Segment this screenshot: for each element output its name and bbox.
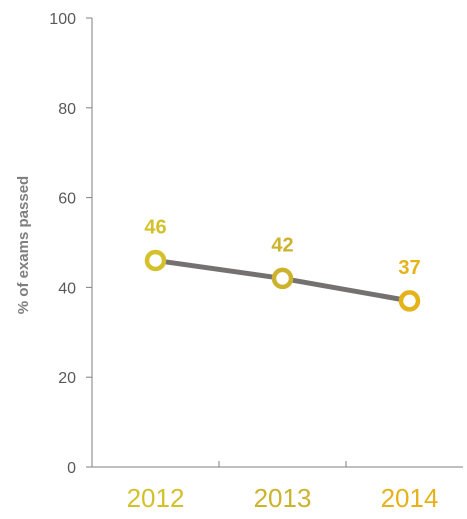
y-tick-label: 60 xyxy=(58,191,76,208)
y-axis-ticks: 0 20 40 60 80 100 xyxy=(49,11,92,477)
y-axis-title: % of exams passed xyxy=(15,176,32,314)
data-labels-group: 46 42 37 xyxy=(144,216,420,278)
y-tick-label: 0 xyxy=(67,460,76,477)
data-point xyxy=(398,290,421,312)
data-point xyxy=(271,267,294,290)
x-category-label: 2014 xyxy=(381,483,439,513)
x-category-label: 2013 xyxy=(254,483,312,513)
y-tick-label: 40 xyxy=(58,280,76,297)
x-category-label: 2012 xyxy=(127,483,185,513)
x-axis-ticks: 2012 2013 2014 xyxy=(127,461,439,513)
y-tick-label: 100 xyxy=(49,11,76,28)
y-tick-label: 20 xyxy=(58,370,76,387)
y-tick-label: 80 xyxy=(58,101,76,118)
data-label: 46 xyxy=(144,216,166,238)
data-point xyxy=(144,249,167,272)
data-label: 37 xyxy=(398,257,420,279)
series-group xyxy=(144,249,421,312)
data-label: 42 xyxy=(271,234,293,256)
